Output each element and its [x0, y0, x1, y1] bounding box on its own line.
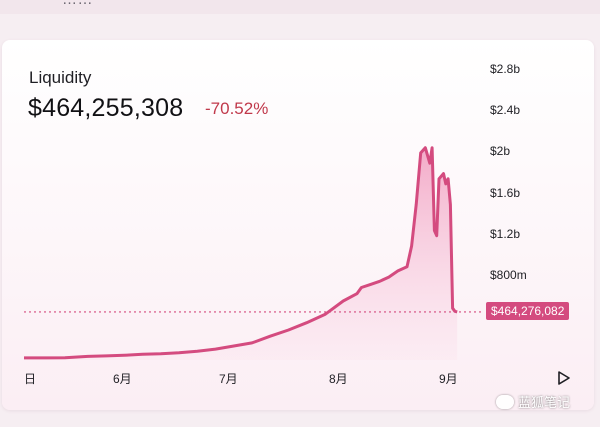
liquidity-chart[interactable]: [2, 40, 594, 410]
play-icon[interactable]: [557, 371, 571, 385]
y-tick-label: $2.4b: [490, 103, 521, 117]
y-tick-label: $2.8b: [490, 62, 521, 76]
cropped-header-strip: ……: [0, 0, 600, 14]
y-tick-label: $1.6b: [490, 186, 521, 200]
watermark: 蓝狐笔记: [496, 392, 570, 411]
liquidity-area: [24, 147, 458, 360]
card-title: Liquidity: [29, 68, 92, 87]
cropped-header-text: ……: [62, 0, 93, 8]
liquidity-card: Liquidity $464,255,308 -70.52% $2.8b $2.4…: [2, 40, 594, 410]
y-tick-label: $2b: [490, 144, 511, 158]
x-tick-label: 7月: [219, 372, 238, 386]
x-tick-label: 9月: [439, 372, 458, 386]
y-tick-label: $1.2b: [490, 227, 521, 241]
liquidity-change: -70.52%: [205, 99, 269, 118]
liquidity-line: [24, 146, 458, 360]
x-tick-label: 8月: [329, 372, 348, 386]
x-tick-label: 日: [24, 372, 37, 386]
y-tick-label: $800m: [490, 268, 527, 282]
wechat-icon: [496, 394, 514, 409]
watermark-text: 蓝狐笔记: [518, 395, 571, 410]
current-value-tag: $464,276,082: [486, 302, 570, 320]
liquidity-value: $464,255,308: [28, 94, 184, 122]
x-tick-label: 6月: [113, 372, 132, 386]
